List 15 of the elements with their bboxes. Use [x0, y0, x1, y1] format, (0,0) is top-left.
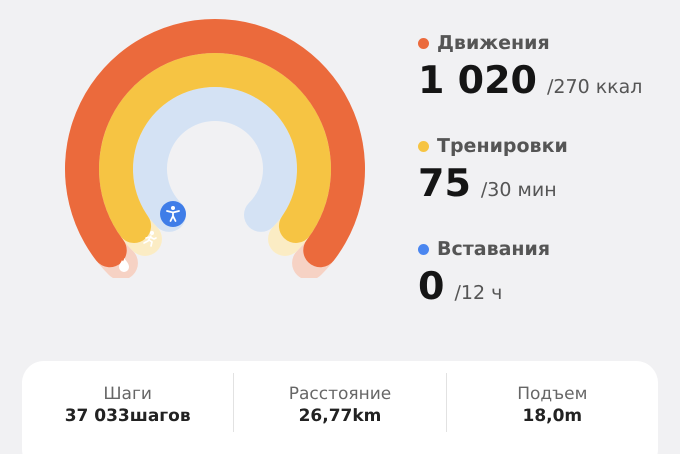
text: /270 ккал — [547, 76, 642, 98]
category-label: Тренировки — [437, 135, 568, 157]
category-label: Вставания — [437, 238, 550, 260]
text: 26,77km — [298, 406, 382, 426]
data-label: 1 020 — [418, 58, 537, 102]
data-label: 0 — [418, 264, 444, 308]
data-label: 75 — [418, 161, 471, 205]
text: Подъем — [516, 384, 588, 404]
text: Шаги — [102, 384, 153, 404]
text: /30 мин — [480, 179, 557, 201]
text: 18,0m — [521, 406, 584, 426]
category-label: Движения — [437, 32, 550, 54]
text: Расстояние — [288, 384, 392, 404]
text: /12 ч — [454, 282, 502, 304]
text: 37 033шагов — [64, 406, 192, 426]
